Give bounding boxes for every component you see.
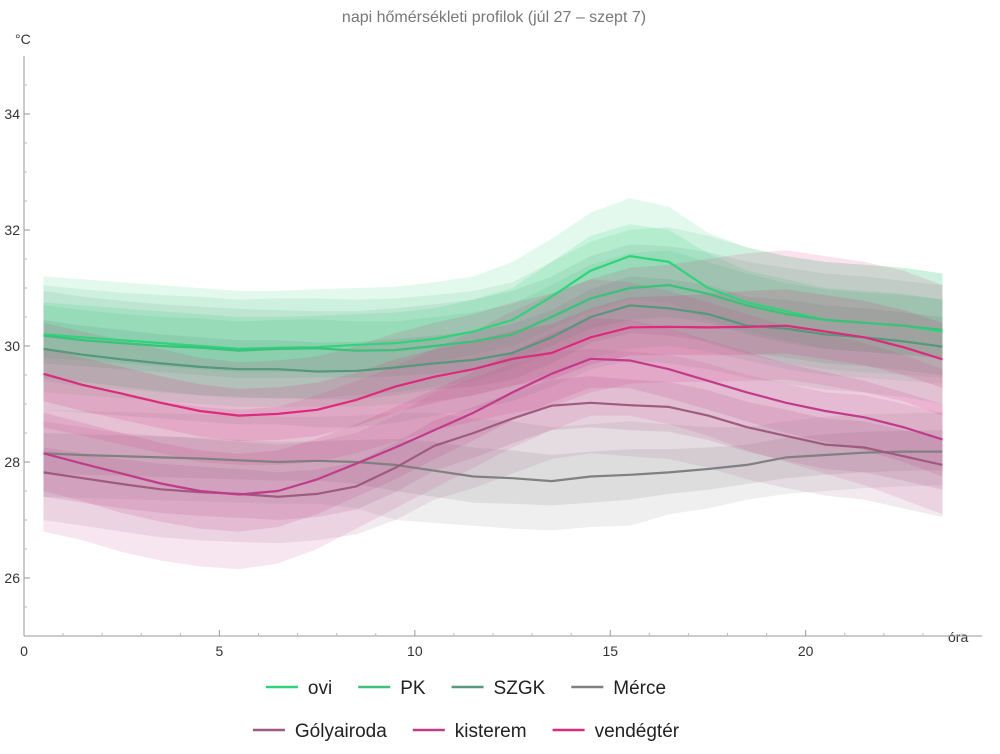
series-line-szgk (43, 304, 943, 373)
y-tick-label: 34 (4, 106, 20, 122)
legend-item-szgk: SZGK (451, 678, 546, 699)
band-outer-vendegter (43, 250, 943, 465)
legend-item-ovi: ovi (265, 678, 332, 699)
series-line-merce (43, 450, 943, 483)
band-inner-golyairoda (43, 376, 943, 520)
legend-item-pk: PK (358, 678, 426, 699)
series-line-kisterem (43, 357, 943, 496)
legend-label-pk: PK (400, 678, 426, 699)
series-line-pk (43, 284, 943, 352)
legend-label-ovi: ovi (308, 678, 332, 699)
x-tick-label: 5 (216, 643, 224, 659)
legend: ovi PK SZGK Mérce Gólyairoda kisterem vendégté… (252, 678, 680, 742)
band-outer-pk (43, 227, 943, 407)
x-axis-label: óra (948, 629, 968, 645)
x-tick-label: 0 (20, 643, 28, 659)
band-outer-golyairoda (43, 348, 943, 544)
legend-item-vendegter: vendégtér (552, 721, 680, 742)
legend-item-merce: Mérce (571, 678, 666, 699)
x-tick-label: 20 (798, 643, 814, 659)
x-tick-label: 10 (407, 643, 423, 659)
legend-label-vendegter: vendégtér (595, 721, 680, 742)
series-lines (43, 255, 943, 498)
series-line-ovi (43, 255, 943, 350)
y-tick-label: 32 (4, 222, 20, 238)
band-inner-pk (43, 250, 943, 378)
y-tick-label: 30 (4, 338, 20, 354)
legend-label-szgk: SZGK (494, 678, 546, 699)
legend-label-golyairoda: Gólyairoda (295, 721, 387, 742)
legend-item-golyairoda: Gólyairoda (252, 721, 387, 742)
axes: 0 5 10 15 20 26 28 30 32 34 (4, 56, 982, 659)
band-outer-merce (43, 409, 943, 531)
confidence-bands (43, 198, 943, 570)
legend-item-kisterem: kisterem (412, 721, 527, 742)
series-line-vendegter (43, 324, 943, 417)
y-tick-label: 26 (4, 570, 20, 586)
y-tick-label: 28 (4, 454, 20, 470)
legend-label-kisterem: kisterem (455, 721, 527, 742)
series-line-golyairoda (43, 401, 943, 498)
band-inner-merce (43, 430, 943, 506)
x-tick-label: 15 (602, 643, 618, 659)
band-outer-szgk (43, 244, 943, 428)
y-axis-label: °C (15, 31, 31, 47)
legend-label-merce: Mérce (613, 678, 666, 699)
band-inner-ovi (43, 224, 943, 373)
chart-title: napi hőmérsékleti profilok (júl 27 – sze… (342, 9, 646, 26)
